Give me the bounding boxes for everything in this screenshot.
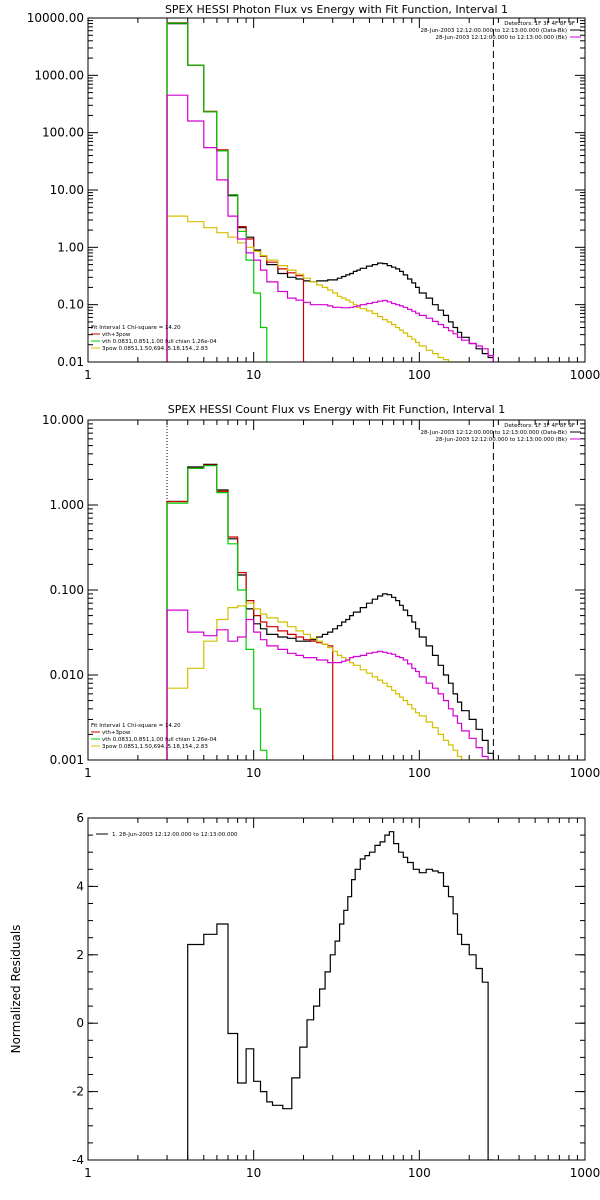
- x-tick-label: 1: [84, 368, 92, 382]
- series-line-3pow: [166, 602, 494, 760]
- y-tick-label: 100.00: [42, 126, 84, 140]
- x-tick-label: 10: [246, 368, 261, 382]
- legend-bottom-left-entry: vth 0.0831,0.851,1.00 full chian 1.26e-0…: [102, 339, 217, 345]
- x-tick-label: 100: [408, 766, 431, 780]
- x-tick-label: 1000: [570, 368, 600, 382]
- x-tick-label: 1000: [570, 766, 600, 780]
- x-tick-label: 1: [84, 766, 92, 780]
- legend-bottom-left-entry: Fit Interval 1 Chi-square = 14.20: [91, 325, 181, 331]
- x-tick-label: 100: [408, 368, 431, 382]
- plot-frame: [87, 419, 586, 761]
- x-tick-label: 10: [246, 1166, 261, 1180]
- y-tick-label: 1000.00: [34, 68, 84, 82]
- legend-top-right-entry: 28-Jun-2003 12:12:00.000 to 12:13:00.000…: [421, 28, 567, 34]
- y-tick-label: 0.01: [57, 355, 84, 369]
- legend-top-right-entry: Detectors: 1F 3F 4F 8F 9F: [504, 423, 575, 429]
- series-line-fit-vth-3pow-: [166, 464, 334, 760]
- y-tick-label: 4: [76, 879, 84, 893]
- x-tick-label: 1: [84, 1166, 92, 1180]
- series-line-vth: [166, 22, 268, 362]
- chart-panel-3: Normalized Residuals 1 10 100 1000 -4 -2 0 2 4 6 1.…: [9, 811, 600, 1180]
- series-line-bk: [166, 609, 494, 760]
- series-line-vth: [166, 465, 268, 760]
- series-group: [166, 463, 494, 760]
- y-tick-label: 0.10: [57, 298, 84, 312]
- series-group: [166, 22, 494, 362]
- y-tick-label: 1.00: [57, 240, 84, 254]
- legend-bottom-left-entry: Fit Interval 1 Chi-square = 14.20: [91, 723, 181, 729]
- chart-panel-1: SPEX HESSI Photon Flux vs Energy with Fi…: [27, 3, 600, 382]
- legend-bottom-left-entry: vth+3pow: [102, 332, 131, 338]
- y-tick-label: 2: [76, 948, 84, 962]
- y-tick-label: 0.010: [50, 668, 84, 682]
- legend-top-right-entry: 28-Jun-2003 12:12:00.000 to 12:13:00.000…: [435, 437, 567, 443]
- chart-panel-2: SPEX HESSI Count Flux vs Energy with Fit…: [42, 403, 600, 780]
- plot-frame: [87, 17, 586, 363]
- legend-bottom-left-entry: 3pow 0.0851,1.50,694.,5.18,154.,2.83: [102, 744, 208, 750]
- y-tick-label: 10.00: [50, 183, 84, 197]
- legend-top-right-entry: 28-Jun-2003 12:12:00.000 to 12:13:00.000…: [435, 35, 567, 41]
- series-line-1-28-jun-2003-12-12-00-000-to-12-13-00-000: [187, 831, 494, 1160]
- y-tick-label: -4: [72, 1153, 84, 1167]
- series-line-bk: [166, 94, 494, 362]
- y-tick-label: 6: [76, 811, 84, 825]
- legend-bottom-left-entry: 3pow 0.0851,1.50,694.,5.18,154.,2.83: [102, 346, 208, 352]
- y-tick-label: 10000.00: [27, 11, 84, 25]
- x-tick-label: 1000: [570, 1166, 600, 1180]
- y-axis-label: Normalized Residuals: [9, 925, 23, 1054]
- x-tick-label: 100: [408, 1166, 431, 1180]
- chart-title: SPEX HESSI Count Flux vs Energy with Fit…: [168, 403, 505, 416]
- x-tick-label: 10: [246, 766, 261, 780]
- series-line-fit-vth-3pow-: [166, 22, 305, 362]
- y-tick-label: 1.000: [50, 498, 84, 512]
- legend-entry: 1. 28-Jun-2003 12:12:00.000 to 12:13:00.…: [112, 832, 238, 838]
- y-tick-label: -2: [72, 1085, 84, 1099]
- legend-top-right-entry: Detectors: 1F 3F 4F 8F 9F: [504, 21, 575, 27]
- legend-bottom-left-entry: vth+3pow: [102, 730, 131, 736]
- y-tick-label: 0.001: [50, 753, 84, 767]
- legend-bottom-left-entry: vth 0.0831,0.851,1.00 full chian 1.26e-0…: [102, 737, 217, 743]
- y-tick-label: 0.100: [50, 583, 84, 597]
- series-line-data-bk: [166, 463, 494, 760]
- legend-top-right-entry: 28-Jun-2003 12:12:00.000 to 12:13:00.000…: [421, 430, 567, 436]
- series-line-data-bk: [166, 23, 494, 362]
- series-group: [187, 831, 494, 1160]
- y-tick-label: 10.000: [42, 413, 84, 427]
- plot-frame: [87, 817, 586, 1161]
- chart-title: SPEX HESSI Photon Flux vs Energy with Fi…: [165, 3, 508, 16]
- y-tick-label: 0: [76, 1016, 84, 1030]
- series-line-3pow: [166, 215, 470, 362]
